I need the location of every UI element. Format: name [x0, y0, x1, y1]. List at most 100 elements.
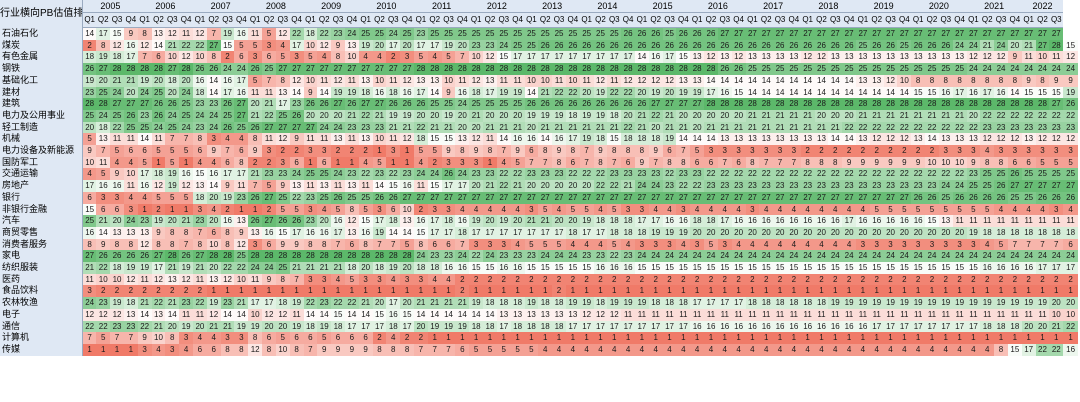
heatmap-cell: 22	[648, 109, 663, 122]
heatmap-cell: 25	[911, 63, 926, 75]
heatmap-cell: 22	[621, 121, 635, 134]
heatmap-cell: 24	[455, 98, 470, 110]
heatmap-cell: 28	[400, 250, 414, 263]
heatmap-cell: 11	[123, 180, 138, 192]
heatmap-cell: 8	[938, 74, 953, 87]
heatmap-cell: 28	[621, 63, 635, 75]
heatmap-cell: 5	[510, 156, 525, 169]
heatmap-cell: 16	[317, 226, 332, 239]
heatmap-cell: 3	[289, 51, 304, 64]
heatmap-cell: 26	[1063, 98, 1078, 110]
heatmap-cell: 12	[483, 51, 497, 64]
heatmap-cell: 22	[151, 297, 166, 309]
heatmap-cell: 24	[994, 250, 1008, 263]
heatmap-cell: 10	[952, 156, 967, 169]
heatmap-cell: 17	[593, 51, 608, 64]
heatmap-cell: 4	[137, 191, 152, 204]
heatmap-cell: 12	[275, 27, 290, 40]
heatmap-cell: 21	[96, 215, 111, 227]
heatmap-cell: 10	[400, 203, 414, 216]
heatmap-cell: 22	[980, 109, 995, 122]
heatmap-cell: 22	[911, 121, 926, 134]
heatmap-cell: 4	[966, 343, 981, 356]
heatmap-cell: 11	[704, 308, 718, 321]
heatmap-cell: 9	[869, 156, 884, 169]
heatmap-cell: 18	[386, 320, 401, 333]
heatmap-cell: 11	[414, 180, 428, 192]
heatmap-cell: 6	[262, 51, 276, 64]
heatmap-cell: 1	[455, 332, 470, 344]
heatmap-cell: 24	[179, 121, 193, 134]
heatmap-cell: 12	[704, 51, 718, 64]
heatmap-cell: 19	[1035, 297, 1050, 309]
heatmap-cell: 23	[123, 320, 138, 333]
heatmap-cell: 27	[289, 121, 304, 134]
heatmap-cell: 17	[427, 39, 442, 52]
heatmap-cell: 19	[676, 86, 691, 99]
heatmap-cell: 2	[676, 273, 691, 286]
heatmap-cell: 8	[275, 273, 290, 286]
heatmap-cell: 15	[386, 180, 401, 192]
heatmap-cell: 4	[565, 238, 580, 251]
heatmap-cell: 26	[552, 98, 566, 110]
heatmap-cell: 22	[469, 250, 484, 263]
heatmap-cell: 5	[289, 203, 304, 216]
heatmap-cell: 12	[1035, 133, 1050, 146]
heatmap-cell: 17	[869, 320, 884, 333]
heatmap-cell: 1	[704, 332, 718, 344]
heatmap-cell: 6	[441, 238, 456, 251]
heatmap-cell: 21	[386, 121, 401, 134]
heatmap-cell: 13	[856, 51, 870, 64]
heatmap-cell: 12	[731, 51, 746, 64]
heatmap-cell: 26	[179, 250, 193, 263]
heatmap-cell: 19	[565, 297, 580, 309]
quarter-label: Q3	[496, 12, 511, 28]
heatmap-cell: 2	[1063, 273, 1078, 286]
heatmap-cell: 20	[165, 86, 180, 99]
heatmap-cell: 5	[897, 203, 912, 216]
heatmap-cell: 11	[773, 308, 787, 321]
heatmap-cell: 1	[400, 156, 414, 169]
heatmap-cell: 24	[483, 250, 497, 263]
heatmap-cell: 14	[206, 180, 221, 192]
heatmap-cell: 3	[262, 39, 276, 52]
heatmap-cell: 16	[800, 215, 815, 227]
heatmap-cell: 5	[607, 238, 622, 251]
year-label: 2021	[966, 0, 1022, 13]
heatmap-cell: 21	[938, 109, 953, 122]
heatmap-cell: 4	[704, 203, 718, 216]
heatmap-cell: 22	[496, 168, 511, 181]
heatmap-cell: 5	[869, 203, 884, 216]
heatmap-cell: 23	[690, 168, 705, 181]
heatmap-cell: 2	[593, 273, 608, 286]
heatmap-cell: 20	[704, 109, 718, 122]
heatmap-cell: 1	[220, 285, 235, 298]
heatmap-cell: 5	[1049, 156, 1064, 169]
heatmap-cell: 14	[690, 133, 705, 146]
heatmap-cell: 22	[289, 27, 304, 40]
quarter-label: Q3	[883, 12, 898, 28]
heatmap-cell: 1	[593, 285, 608, 298]
heatmap-cell: 12	[800, 51, 815, 64]
heatmap-cell: 27	[856, 27, 870, 40]
heatmap-cell: 2	[165, 285, 180, 298]
heatmap-cell: 17	[552, 51, 566, 64]
industry-label: 食品饮料	[0, 285, 83, 298]
heatmap-cell: 4	[814, 238, 829, 251]
heatmap-cell: 17	[1021, 343, 1036, 356]
heatmap-cell: 4	[621, 238, 635, 251]
heatmap-cell: 20	[828, 109, 843, 122]
heatmap-cell: 13	[911, 133, 926, 146]
heatmap-cell: 3	[427, 203, 442, 216]
heatmap-cell: 20	[897, 226, 912, 239]
heatmap-cell: 8	[206, 51, 221, 64]
heatmap-cell: 20	[828, 226, 843, 239]
heatmap-cell: 7	[455, 238, 470, 251]
heatmap-cell: 21	[248, 109, 263, 122]
heatmap-cell: 26	[952, 191, 967, 204]
heatmap-cell: 27	[262, 121, 276, 134]
heatmap-cell: 8	[234, 156, 249, 169]
heatmap-cell: 27	[358, 63, 373, 75]
heatmap-cell: 2	[510, 273, 525, 286]
heatmap-cell: 2	[897, 273, 912, 286]
